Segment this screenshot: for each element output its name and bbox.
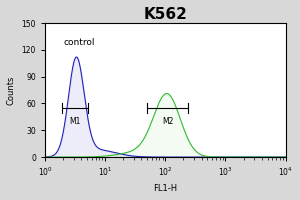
Title: K562: K562	[143, 7, 187, 22]
X-axis label: FL1-H: FL1-H	[153, 184, 177, 193]
Text: M2: M2	[162, 117, 173, 126]
Text: M1: M1	[69, 117, 81, 126]
Y-axis label: Counts: Counts	[7, 75, 16, 105]
Text: control: control	[63, 38, 94, 47]
